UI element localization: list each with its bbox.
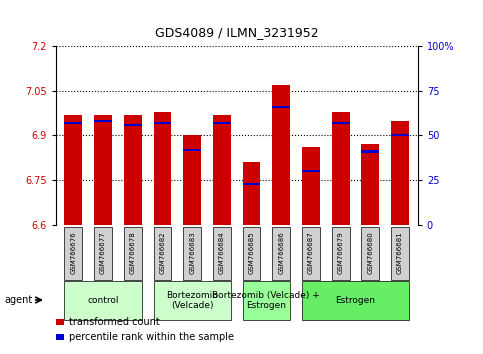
Bar [391, 120, 409, 225]
Text: GSM766683: GSM766683 [189, 232, 195, 274]
Bar [124, 124, 142, 126]
Text: GSM766677: GSM766677 [100, 232, 106, 274]
Bar [332, 112, 350, 225]
Bar [213, 115, 231, 225]
Text: percentile rank within the sample: percentile rank within the sample [69, 332, 234, 342]
Bar [272, 106, 290, 108]
Bar [391, 135, 409, 136]
Bar [272, 85, 290, 225]
Text: GSM766679: GSM766679 [338, 232, 343, 274]
Bar [94, 120, 112, 122]
Bar [361, 150, 379, 153]
Text: transformed count: transformed count [69, 317, 160, 327]
Text: control: control [87, 296, 119, 305]
Bar [124, 115, 142, 225]
Text: GSM766686: GSM766686 [278, 232, 284, 274]
Text: GSM766687: GSM766687 [308, 232, 314, 274]
Text: GSM766685: GSM766685 [249, 232, 255, 274]
Text: GSM766678: GSM766678 [130, 232, 136, 274]
Bar [242, 162, 260, 225]
Text: Estrogen: Estrogen [335, 296, 375, 305]
Bar [64, 122, 82, 124]
Bar [302, 147, 320, 225]
Text: GSM766676: GSM766676 [71, 232, 76, 274]
Bar [64, 115, 82, 225]
Bar [94, 115, 112, 225]
Text: agent: agent [5, 295, 33, 305]
Bar [242, 183, 260, 185]
Text: GSM766681: GSM766681 [397, 232, 403, 274]
Bar [361, 144, 379, 225]
Bar [183, 135, 201, 225]
Bar [183, 149, 201, 151]
Bar [213, 122, 231, 124]
Bar [332, 122, 350, 124]
Text: Bortezomib
(Velcade): Bortezomib (Velcade) [166, 291, 218, 310]
Bar [154, 122, 171, 124]
Text: GSM766682: GSM766682 [159, 232, 166, 274]
Text: GSM766684: GSM766684 [219, 232, 225, 274]
Text: GSM766680: GSM766680 [367, 232, 373, 274]
Text: Bortezomib (Velcade) +
Estrogen: Bortezomib (Velcade) + Estrogen [213, 291, 320, 310]
Bar [154, 112, 171, 225]
Text: GDS4089 / ILMN_3231952: GDS4089 / ILMN_3231952 [155, 26, 318, 39]
Bar [302, 170, 320, 172]
